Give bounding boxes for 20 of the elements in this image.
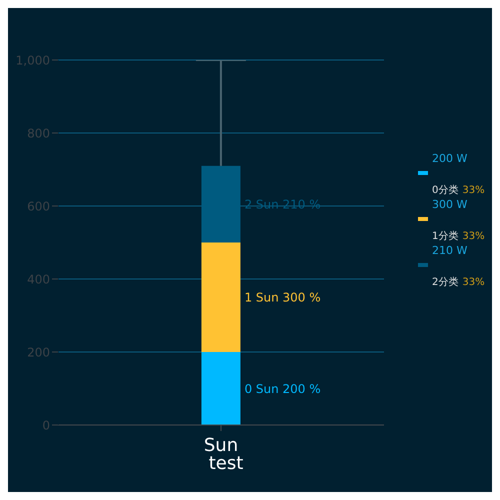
y-tick-label: 600	[27, 199, 50, 214]
legend-label: 1分类	[432, 231, 458, 242]
bar	[201, 242, 240, 352]
text: 300 W	[432, 198, 468, 211]
y-tick-label: 0	[42, 418, 50, 432]
text: 200 W	[432, 152, 468, 165]
text: 33%	[462, 185, 485, 196]
text: 33%	[462, 231, 485, 242]
annotation: 1 Sun 300 %	[244, 290, 321, 305]
legend-label: 2分类	[432, 277, 458, 288]
y-tick-label: 800	[27, 126, 50, 140]
bar	[201, 352, 240, 425]
annotation: 0 Sun 200 %	[244, 382, 321, 396]
y-tick-label: 200	[27, 345, 50, 360]
y-tick-label: 1,000	[16, 53, 50, 68]
legend-label: 0分类	[432, 185, 458, 196]
y-tick-label: 400	[27, 272, 50, 286]
text: 33%	[462, 277, 485, 288]
text: 210 W	[432, 244, 468, 257]
x-tick-label: Sun test	[204, 435, 244, 474]
